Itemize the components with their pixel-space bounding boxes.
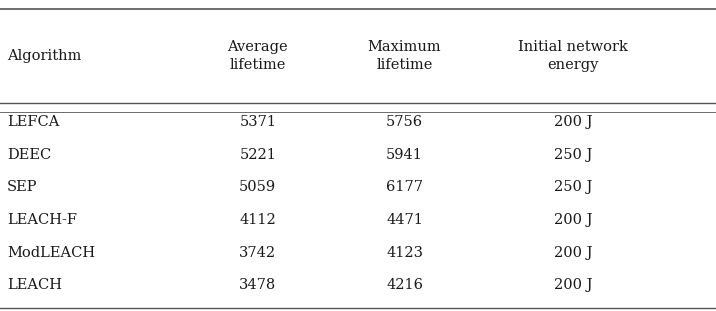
Text: 4471: 4471 — [386, 213, 423, 227]
Text: 3478: 3478 — [239, 278, 276, 292]
Text: 250 J: 250 J — [553, 148, 592, 162]
Text: 5221: 5221 — [239, 148, 276, 162]
Text: DEEC: DEEC — [7, 148, 52, 162]
Text: 200 J: 200 J — [553, 115, 592, 129]
Text: 5371: 5371 — [239, 115, 276, 129]
Text: SEP: SEP — [7, 180, 38, 194]
Text: 5756: 5756 — [386, 115, 423, 129]
Text: 3742: 3742 — [239, 246, 276, 260]
Text: LEFCA: LEFCA — [7, 115, 59, 129]
Text: 4216: 4216 — [386, 278, 423, 292]
Text: 5059: 5059 — [239, 180, 276, 194]
Text: Maximum
lifetime: Maximum lifetime — [368, 40, 441, 72]
Text: 5941: 5941 — [386, 148, 423, 162]
Text: 4123: 4123 — [386, 246, 423, 260]
Text: Algorithm: Algorithm — [7, 49, 82, 63]
Text: 6177: 6177 — [386, 180, 423, 194]
Text: LEACH-F: LEACH-F — [7, 213, 77, 227]
Text: Initial network
energy: Initial network energy — [518, 40, 628, 72]
Text: 200 J: 200 J — [553, 213, 592, 227]
Text: 250 J: 250 J — [553, 180, 592, 194]
Text: Average
lifetime: Average lifetime — [228, 40, 288, 72]
Text: 200 J: 200 J — [553, 278, 592, 292]
Text: ModLEACH: ModLEACH — [7, 246, 95, 260]
Text: LEACH: LEACH — [7, 278, 62, 292]
Text: 200 J: 200 J — [553, 246, 592, 260]
Text: 4112: 4112 — [239, 213, 276, 227]
